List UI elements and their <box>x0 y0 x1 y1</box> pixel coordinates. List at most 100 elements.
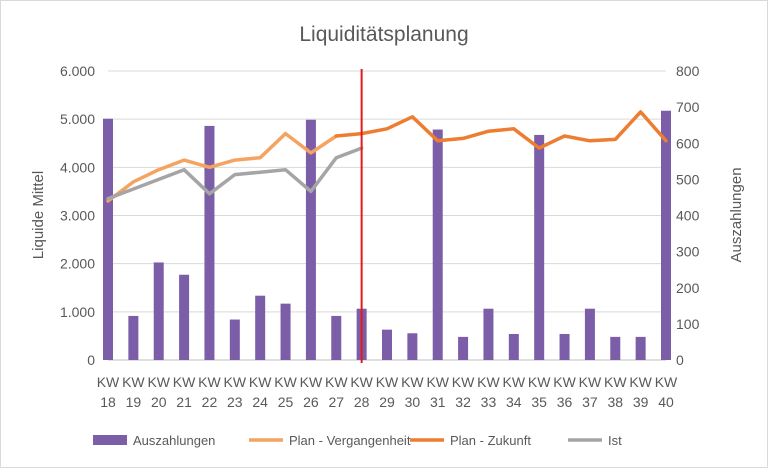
x-tick-label-line1: KW <box>198 374 221 390</box>
x-tick-label-line2: 34 <box>506 394 522 410</box>
x-tick-label-line2: 38 <box>607 394 623 410</box>
x-tick-label-line2: 31 <box>430 394 446 410</box>
x-tick-label-line1: KW <box>579 374 602 390</box>
x-tick-label-line1: KW <box>401 374 424 390</box>
line-ist <box>106 146 364 201</box>
x-tick-label-line1: KW <box>376 374 399 390</box>
x-tick-label-line1: KW <box>300 374 323 390</box>
x-tick-label-line2: 25 <box>278 394 294 410</box>
x-tick-label-line2: 19 <box>126 394 142 410</box>
x-tick-label-line2: 26 <box>303 394 319 410</box>
bar <box>635 336 646 360</box>
bar <box>407 333 418 360</box>
legend-label: Plan - Vergangenheit <box>289 433 411 448</box>
line-plan-vergangenheit <box>106 131 339 203</box>
x-tick-label-line1: KW <box>173 374 196 390</box>
legend: Auszahlungen Plan - Vergangenheit Plan - Z… <box>93 433 622 448</box>
x-tick-label-line2: 18 <box>100 394 116 410</box>
bar <box>229 319 240 360</box>
bar <box>153 262 164 360</box>
legend-label: Ist <box>608 433 622 448</box>
bar <box>483 308 494 360</box>
x-tick-label-line1: KW <box>426 374 449 390</box>
bar <box>255 295 266 360</box>
x-tick-label-line1: KW <box>604 374 627 390</box>
right-tick-label: 700 <box>676 99 700 115</box>
line-plan-zukunft <box>334 110 668 150</box>
x-tick-label-line1: KW <box>655 374 678 390</box>
right-axis-ticks: 0 100 200 300 400 500 600 700 800 <box>676 63 700 368</box>
right-tick-label: 600 <box>676 135 700 151</box>
x-tick-label-line2: 40 <box>658 394 674 410</box>
right-tick-label: 800 <box>676 63 700 79</box>
x-tick-label-line2: 23 <box>227 394 243 410</box>
x-tick-label-line2: 33 <box>481 394 497 410</box>
x-tick-label-line1: KW <box>528 374 551 390</box>
legend-label: Plan - Zukunft <box>450 433 531 448</box>
left-axis-ticks: 0 1.000 2.000 3.000 4.000 5.000 6.000 <box>60 63 95 368</box>
bar <box>508 333 519 360</box>
x-tick-label-line1: KW <box>477 374 500 390</box>
bar <box>559 333 570 360</box>
right-tick-label: 400 <box>676 208 700 224</box>
chart-title: Liquiditätsplanung <box>299 23 468 46</box>
bar <box>382 329 392 360</box>
left-tick-label: 2.000 <box>60 256 95 272</box>
bar <box>280 303 291 360</box>
right-axis-title: Auszahlungen <box>728 167 745 262</box>
x-tick-label-line2: 20 <box>151 394 167 410</box>
x-tick-label-line2: 24 <box>252 394 268 410</box>
bar <box>432 129 443 360</box>
x-tick-label-line2: 39 <box>633 394 649 410</box>
gridlines <box>108 70 666 361</box>
bar <box>179 274 190 360</box>
x-tick-label-line2: 30 <box>405 394 421 410</box>
x-tick-label-line1: KW <box>122 374 145 390</box>
x-tick-label-line2: 29 <box>379 394 395 410</box>
x-tick-label-line2: 28 <box>354 394 370 410</box>
left-axis-title: Liquide Mittel <box>30 171 47 259</box>
x-tick-label-line1: KW <box>629 374 652 390</box>
right-tick-label: 300 <box>676 244 700 260</box>
x-tick-label-line1: KW <box>97 374 120 390</box>
left-tick-label: 3.000 <box>60 208 95 224</box>
x-tick-label-line1: KW <box>350 374 373 390</box>
left-tick-label: 4.000 <box>60 159 95 175</box>
x-tick-label-line2: 27 <box>328 394 344 410</box>
left-tick-label: 6.000 <box>60 63 95 79</box>
bar <box>584 308 595 360</box>
bar <box>534 134 545 360</box>
x-tick-label-line1: KW <box>553 374 576 390</box>
bar <box>458 336 469 360</box>
x-tick-label-line1: KW <box>274 374 297 390</box>
bar <box>331 315 342 360</box>
right-tick-label: 100 <box>676 316 700 332</box>
x-tick-label-line2: 22 <box>202 394 218 410</box>
x-tick-label-line2: 21 <box>176 394 192 410</box>
bar <box>128 315 139 360</box>
right-tick-label: 500 <box>676 171 700 187</box>
x-tick-label-line1: KW <box>503 374 526 390</box>
bar <box>610 336 621 360</box>
bar <box>305 119 316 360</box>
x-tick-label-line1: KW <box>325 374 348 390</box>
x-tick-label-line2: 32 <box>455 394 471 410</box>
bar <box>661 110 671 360</box>
x-axis-ticks: KW 18 KW 19 KW 20 KW 21 KW 22 KW 23 KW 24 KW 25 KW 26 KW 27… <box>97 374 678 410</box>
x-tick-label-line2: 35 <box>531 394 547 410</box>
left-tick-label: 1.000 <box>60 304 95 320</box>
legend-swatch <box>93 435 127 445</box>
x-tick-label-line1: KW <box>249 374 272 390</box>
x-tick-label-line1: KW <box>224 374 247 390</box>
legend-label: Auszahlungen <box>133 433 215 448</box>
bar-series <box>103 110 671 360</box>
x-tick-label-line1: KW <box>452 374 475 390</box>
right-tick-label: 0 <box>676 352 684 368</box>
x-tick-label-line2: 37 <box>582 394 598 410</box>
line-series <box>106 110 668 203</box>
x-tick-label-line2: 36 <box>557 394 573 410</box>
right-tick-label: 200 <box>676 280 700 296</box>
x-tick-label-line1: KW <box>147 374 170 390</box>
